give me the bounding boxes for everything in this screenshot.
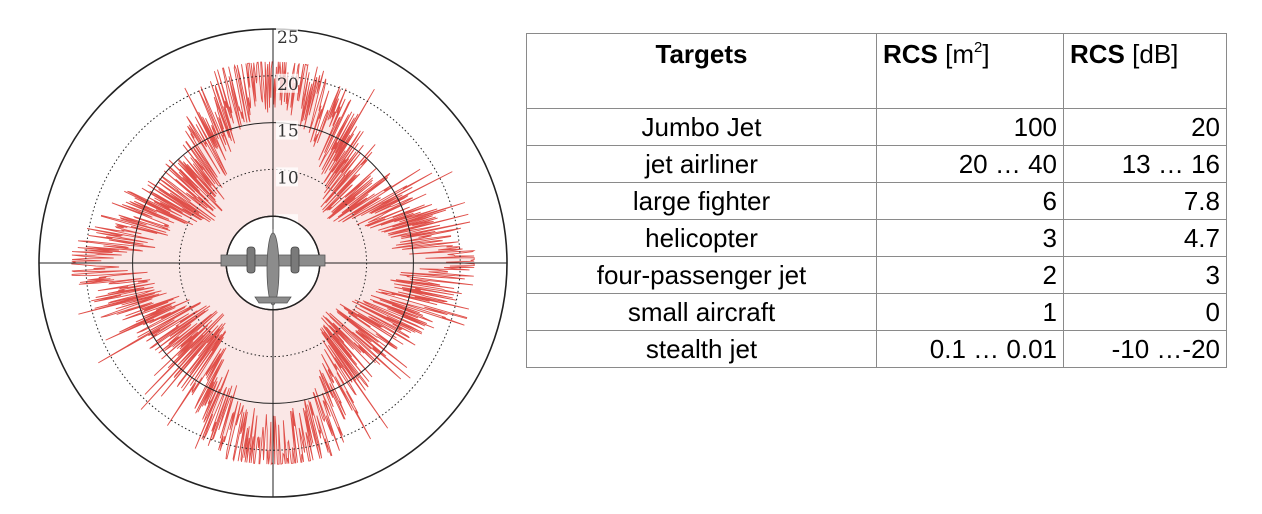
radial-tick-label: 15 — [277, 122, 299, 142]
cell-target: large fighter — [526, 182, 877, 220]
column-header-rcs-m2: RCS [m2] — [876, 33, 1064, 109]
aircraft-engine — [246, 246, 256, 274]
aircraft-fuselage — [266, 232, 280, 306]
tick-label-bg — [276, 167, 298, 187]
table-row: stealth jet 0.1 … 0.01 -10 …-20 — [526, 330, 1227, 368]
twin-engine-aircraft-icon — [220, 215, 326, 311]
cell-target: jet airliner — [526, 145, 877, 183]
cell-rcs-m2: 3 — [876, 219, 1064, 257]
table-row: large fighter 6 7.8 — [526, 182, 1227, 220]
radial-tick-label: 10 — [277, 168, 299, 188]
cell-rcs-db: 7.8 — [1063, 182, 1227, 220]
tick-label-bg — [276, 27, 298, 46]
cell-rcs-db: 0 — [1063, 293, 1227, 331]
cell-rcs-m2: 2 — [876, 256, 1064, 294]
cell-rcs-m2: 6 — [876, 182, 1064, 220]
cell-rcs-m2: 1 — [876, 293, 1064, 331]
aircraft-tail — [254, 296, 292, 304]
rcs-polar-plot: 510152025 — [38, 27, 508, 498]
cell-target: four-passenger jet — [526, 256, 877, 294]
table-row: four-passenger jet 2 3 — [526, 256, 1227, 294]
column-header-rcs-db: RCS [dB] — [1063, 33, 1227, 109]
table-row: jet airliner 20 … 40 13 … 16 — [526, 145, 1227, 183]
cell-rcs-m2: 0.1 … 0.01 — [876, 330, 1064, 368]
rcs-table: Targets RCS [m2] RCS [dB] Jumbo Jet 100 … — [526, 33, 1227, 368]
cell-rcs-db: 20 — [1063, 108, 1227, 146]
aircraft-engine — [290, 246, 300, 274]
cell-target: Jumbo Jet — [526, 108, 877, 146]
cell-rcs-db: 3 — [1063, 256, 1227, 294]
cell-rcs-db: 13 … 16 — [1063, 145, 1227, 183]
table-row: helicopter 3 4.7 — [526, 219, 1227, 257]
cell-rcs-db: 4.7 — [1063, 219, 1227, 257]
cell-rcs-m2: 100 — [876, 108, 1064, 146]
tick-label-bg — [276, 120, 298, 140]
table-row: Jumbo Jet 100 20 — [526, 108, 1227, 146]
cell-rcs-db: -10 …-20 — [1063, 330, 1227, 368]
column-header-targets: Targets — [526, 33, 877, 109]
tick-label-bg — [276, 73, 298, 93]
cell-target: helicopter — [526, 219, 877, 257]
radial-tick-label: 25 — [277, 28, 299, 48]
radial-tick-label: 20 — [277, 75, 299, 95]
cell-rcs-m2: 20 … 40 — [876, 145, 1064, 183]
table-row: small aircraft 1 0 — [526, 293, 1227, 331]
table-header-row: Targets RCS [m2] RCS [dB] — [526, 33, 1227, 109]
cell-target: stealth jet — [526, 330, 877, 368]
cell-target: small aircraft — [526, 293, 877, 331]
